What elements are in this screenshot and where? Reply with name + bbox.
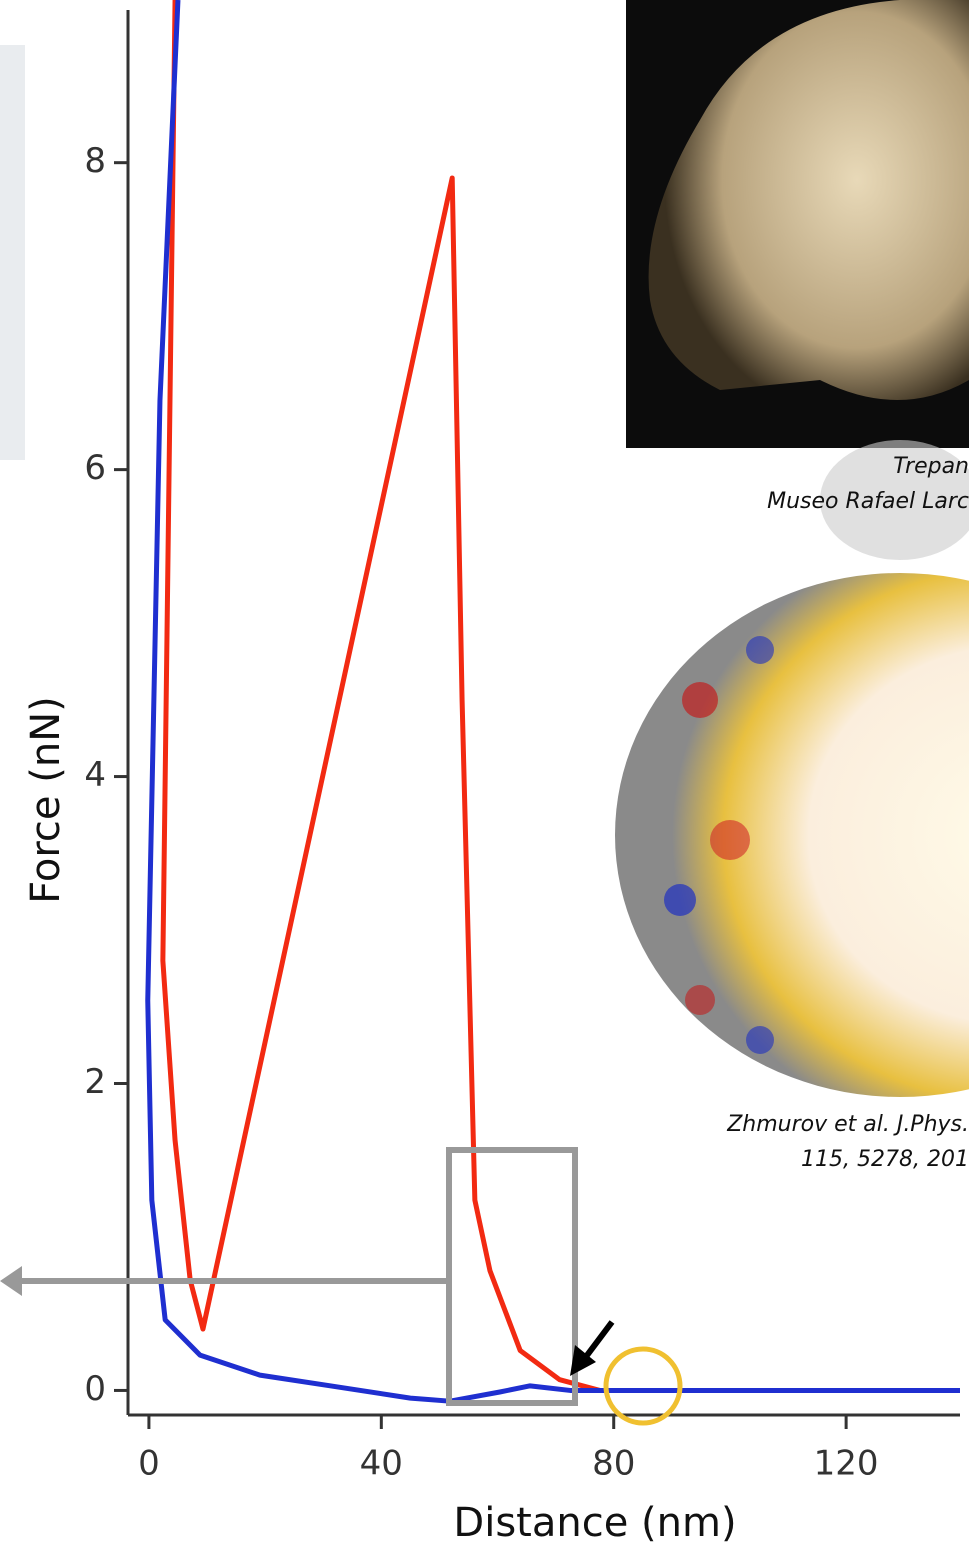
data-line bbox=[145, 0, 960, 1404]
x-tick-label: 40 bbox=[360, 1444, 403, 1484]
skull-photo bbox=[626, 0, 969, 448]
x-axis-label: Distance (nm) bbox=[453, 1500, 736, 1546]
y-tick-label: 8 bbox=[84, 141, 106, 181]
y-tick-label: 0 bbox=[84, 1369, 106, 1409]
x-tick-label: 0 bbox=[138, 1444, 160, 1484]
y-tick-label: 6 bbox=[84, 448, 106, 488]
side-image bbox=[0, 45, 25, 460]
caption: Trepan bbox=[893, 454, 969, 479]
caption: Zhmurov et al. J.Phys. bbox=[726, 1112, 969, 1137]
x-tick-label: 120 bbox=[814, 1444, 879, 1484]
sphere bbox=[820, 440, 969, 560]
arrow-head bbox=[570, 1345, 596, 1376]
zoom-box bbox=[446, 1147, 578, 1406]
caption: 115, 5278, 201 bbox=[801, 1147, 969, 1172]
y-tick-label: 2 bbox=[84, 1062, 106, 1102]
y-axis-label: Force (nN) bbox=[23, 696, 69, 903]
arrow-head bbox=[0, 1266, 22, 1296]
highlight-circle bbox=[603, 1346, 683, 1426]
pointer-arrow bbox=[582, 1320, 615, 1360]
data-line bbox=[160, 0, 960, 1393]
caption: Museo Rafael Larc bbox=[767, 489, 969, 514]
y-tick-label: 4 bbox=[84, 755, 106, 795]
x-tick-label: 80 bbox=[592, 1444, 635, 1484]
molecule-image bbox=[615, 573, 969, 1097]
